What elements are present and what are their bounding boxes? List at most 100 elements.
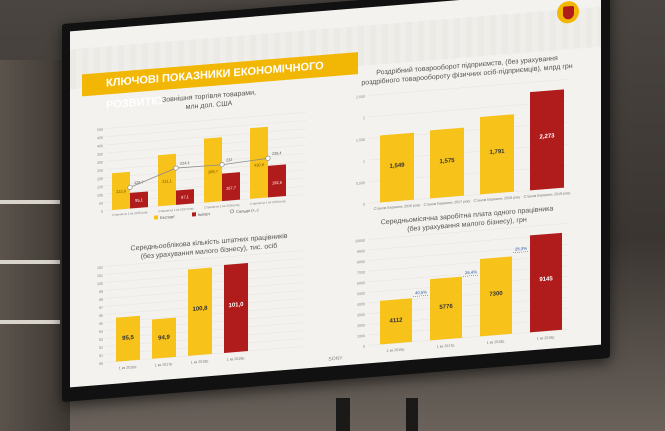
chart-salary: Середньомісячна заробітна плата одного п… [338,203,596,360]
y-tick-label: 90 [99,362,103,366]
y-tick-label: 300 [97,161,103,165]
legend-swatch [230,209,234,214]
y-tick-label: 2 [363,116,365,120]
y-tick-label: 101 [97,274,103,278]
y-tick-label: 200 [97,177,103,181]
x-tick-label: 1 кв 2019р. [537,335,555,340]
legend-swatch [154,215,158,220]
data-label: 238,4 [272,151,282,156]
data-label: 430,9 [254,162,265,168]
gridline [106,250,306,267]
left-wall [0,60,70,431]
y-tick-label: 50 [99,202,103,206]
y-tick-label: 1,500 [356,138,365,143]
x-tick-label: Станом на 1 кв 2017 року [158,206,194,213]
chart-retail-turnover: Роздрібний товарооборот підприємств, (бе… [338,55,596,220]
data-label: 192,5 [272,180,283,186]
x-tick-label: Станом Березень 2016 року [374,203,421,211]
x-tick-label: Станом на 1 кв 2019 року [250,199,286,206]
y-tick-label: 3000 [357,313,365,318]
growth-label: 25,3% [515,246,527,252]
presentation-slide: КЛЮЧОВІ ПОКАЗНИКИ ЕКОНОМІЧНОГО РОЗВИТКУ … [70,0,601,388]
data-label: 87,1 [181,194,190,200]
y-tick-label: 99 [99,290,103,294]
y-tick-label: 350 [97,152,103,156]
chart-svg: 90 91 92 93 94 95 96 97 98 99 100 101 102 95,5 1 кв 20… [97,250,306,370]
y-tick-label: 9000 [357,249,365,254]
gridline [368,223,568,240]
data-label: 222 [226,158,232,163]
line-point [127,184,133,190]
data-label: 1,549 [390,163,406,170]
y-tick-label: 6000 [357,281,365,286]
gridline [106,120,306,137]
y-tick-label: 0,500 [356,181,365,186]
y-tick-label: 98 [99,298,103,302]
bar [380,132,414,203]
y-tick-label: 0 [101,210,103,214]
data-label: 1,791 [490,149,506,156]
x-tick-label: Станом Березень 2018 року [474,195,521,203]
y-tick-label: 97 [99,306,103,310]
y-tick-label: 102 [97,266,103,270]
bar [224,263,248,353]
data-label: 1,575 [440,158,456,165]
line-point [265,155,271,161]
growth-arrow [513,251,529,254]
x-tick-label: 1 кв 2019р. [227,356,245,361]
x-tick-label: Станом на 1 кв 2016 року [112,210,148,217]
shelf [0,260,60,264]
y-tick-label: 0 [363,345,365,349]
y-tick-label: 91 [99,354,103,358]
x-tick-label: 1 кв 2018р. [191,359,209,364]
y-tick-label: 250 [97,169,103,173]
y-tick-label: 95 [99,322,103,326]
bar-import [176,189,194,205]
bar [116,315,140,362]
y-tick-label: 0 [363,203,365,207]
y-tick-label: 450 [97,136,103,140]
x-tick-label: 1 кв 2016р. [387,347,405,352]
chart-svg: 0 0,500 1 1,500 2 2,500 1,549 Станом Березень 2… [356,79,571,211]
x-tick-label: Станом Березень 2019 року [524,191,571,199]
data-label: 94,9 [158,335,170,342]
data-label: 9145 [539,276,553,283]
shelf [0,200,60,204]
bar-import [222,172,240,202]
gridline [106,112,306,129]
y-tick-label: 8000 [357,260,365,265]
data-label: 95,1 [135,197,144,203]
growth-arrow [413,294,429,297]
bar-import [130,191,148,209]
legend-swatch [192,212,196,217]
y-tick-label: 10000 [355,239,365,244]
data-label: 95,5 [122,335,134,342]
y-tick-label: 100 [97,282,103,286]
gridline [106,258,306,275]
x-tick-label: Станом на 1 кв 2018 року [204,203,240,210]
growth-arrow [463,274,479,277]
y-tick-label: 92 [99,346,103,350]
bar-export [158,153,176,207]
bar-export [250,126,268,199]
gridline [106,128,306,146]
chart-employees: Середньооблікова кількість штатних праці… [84,232,334,380]
y-tick-label: 100 [97,193,103,197]
stand-leg [406,398,418,431]
growth-label: 40,5% [415,289,427,295]
growth-label: 26,4% [465,269,477,275]
y-tick-label: 93 [99,338,103,342]
bar [188,267,212,356]
chart-svg: 0 50 100 150 200 250 300 350 400 450 500 223,8 95,1 1… [97,112,306,220]
x-tick-label: Станом Березень 2017 року [424,199,471,207]
data-label: 389,7 [208,169,219,175]
bar [430,127,464,199]
data-label: 224,1 [180,161,190,166]
bar-export [204,137,222,203]
bar [380,298,412,345]
y-tick-label: 94 [99,330,103,334]
stand-leg [336,398,350,431]
legend-label: Сальдо (+,-) [236,207,259,214]
y-tick-label: 400 [97,144,103,148]
data-label: 2,273 [540,133,556,140]
